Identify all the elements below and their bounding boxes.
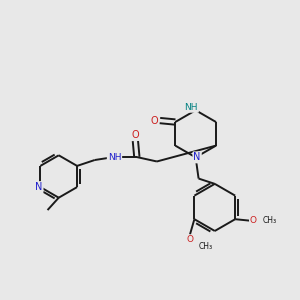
Text: O: O	[150, 116, 158, 126]
Text: NH: NH	[184, 103, 198, 112]
Text: O: O	[187, 235, 194, 244]
Text: CH₃: CH₃	[262, 216, 276, 225]
Text: CH₃: CH₃	[198, 242, 212, 251]
Text: NH: NH	[108, 153, 121, 162]
Text: N: N	[35, 182, 43, 192]
Text: O: O	[132, 130, 139, 140]
Text: O: O	[250, 216, 257, 225]
Text: N: N	[194, 152, 201, 162]
